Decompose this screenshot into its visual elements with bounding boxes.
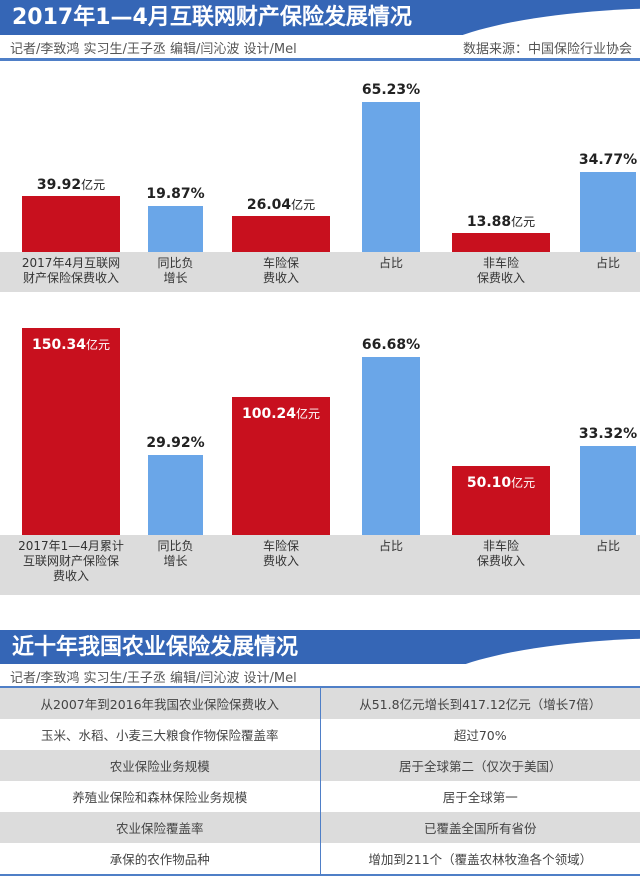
bar-1 (148, 206, 203, 252)
bar-0 (22, 196, 120, 252)
bar-2 (232, 396, 330, 535)
bar-4 (452, 232, 550, 252)
data-source: 数据来源：中国保险行业协会 (462, 42, 632, 57)
table-row: 农业保险覆盖率 已覆盖全国所有省份 (0, 812, 640, 843)
category-label: 非车险 保费收入 (476, 539, 525, 568)
category-label: 非车险 保费收入 (476, 256, 525, 285)
bar-2 (232, 215, 330, 252)
data-label: 150.34亿元 (31, 336, 111, 353)
table-cell: 玉米、水稻、小麦三大粮食作物保险覆盖率 (0, 719, 321, 750)
table-cell: 承保的农作物品种 (0, 843, 321, 874)
table-cell: 已覆盖全国所有省份 (320, 812, 640, 843)
table-row: 玉米、水稻、小麦三大粮食作物保险覆盖率 超过70% (0, 719, 640, 750)
data-label: 39.92亿元 (36, 177, 106, 194)
data-label: 50.10亿元 (466, 474, 536, 491)
data-label: 13.88亿元 (466, 213, 536, 230)
bar-3 (362, 356, 420, 535)
data-label: 29.92% (146, 435, 205, 452)
divider (0, 58, 640, 61)
category-label: 占比 (378, 256, 403, 270)
header-2: 近十年我国农业保险发展情况 (0, 630, 640, 664)
divider (0, 686, 640, 688)
bar-1 (148, 455, 203, 535)
divider (0, 874, 640, 876)
table-cell: 增加到211个（覆盖农林牧渔各个领域） (368, 852, 593, 867)
table-cell: 居于全球第二（仅次于美国） (320, 750, 640, 781)
category-label: 2017年4月互联网 财产保险保费收入 (21, 256, 121, 285)
bar-4 (452, 465, 550, 535)
category-label: 车险保 费收入 (262, 256, 299, 285)
category-label: 占比 (378, 539, 403, 553)
category-label: 2017年1—4月累计 互联网财产保险保 费收入 (18, 539, 124, 583)
table-cell: 超过70% (453, 728, 507, 743)
table-cell: 养殖业保险和森林保险业务规模 (0, 781, 321, 812)
data-label: 26.04亿元 (246, 196, 316, 213)
title-2: 近十年我国农业保险发展情况 (12, 635, 299, 660)
table-cell: 农业保险覆盖率 (0, 812, 321, 843)
table-cell: 农业保险业务规模 (0, 750, 321, 781)
data-label: 66.68% (361, 336, 421, 353)
table-cell: 居于全球第一 (442, 790, 518, 805)
category-label: 占比 (595, 256, 620, 270)
table-row: 农业保险业务规模 居于全球第二（仅次于美国） (0, 750, 640, 781)
header-1: 2017年1—4月互联网财产保险发展情况 (0, 0, 640, 35)
table-row: 从2007年到2016年我国农业保险保费收入 从51.8亿元增长到417.12亿元… (0, 688, 640, 719)
category-label: 占比 (595, 539, 620, 553)
bar-0 (22, 327, 120, 535)
bar-5 (580, 446, 636, 535)
data-label: 19.87% (146, 186, 205, 203)
category-label: 同比负 增长 (157, 539, 194, 568)
data-label: 34.77% (578, 152, 638, 169)
category-label: 同比负 增长 (157, 256, 194, 285)
table-cell: 从2007年到2016年我国农业保险保费收入 (0, 688, 321, 719)
category-band (0, 535, 640, 595)
table-row: 养殖业保险和森林保险业务规模 居于全球第一 (0, 781, 640, 812)
credits-2: 记者/李致鸿 实习生/王子丞 编辑/闫沁波 设计/Mel (10, 671, 297, 686)
data-label: 33.32% (578, 426, 638, 443)
bar-5 (580, 172, 636, 252)
data-label: 100.24亿元 (241, 405, 321, 422)
table-cell: 从51.8亿元增长到417.12亿元（增长7倍） (320, 688, 640, 719)
data-label: 65.23% (361, 81, 421, 98)
bar-3 (362, 101, 420, 252)
agri-table: 从2007年到2016年我国农业保险保费收入 从51.8亿元增长到417.12亿元… (0, 688, 640, 874)
category-label: 车险保 费收入 (262, 539, 299, 568)
credits-1: 记者/李致鸿 实习生/王子丞 编辑/闫沁波 设计/Mel (10, 42, 297, 57)
table-row: 承保的农作物品种 增加到211个（覆盖农林牧渔各个领域） (0, 843, 640, 874)
title-1: 2017年1—4月互联网财产保险发展情况 (12, 5, 412, 30)
category-band (0, 252, 640, 292)
